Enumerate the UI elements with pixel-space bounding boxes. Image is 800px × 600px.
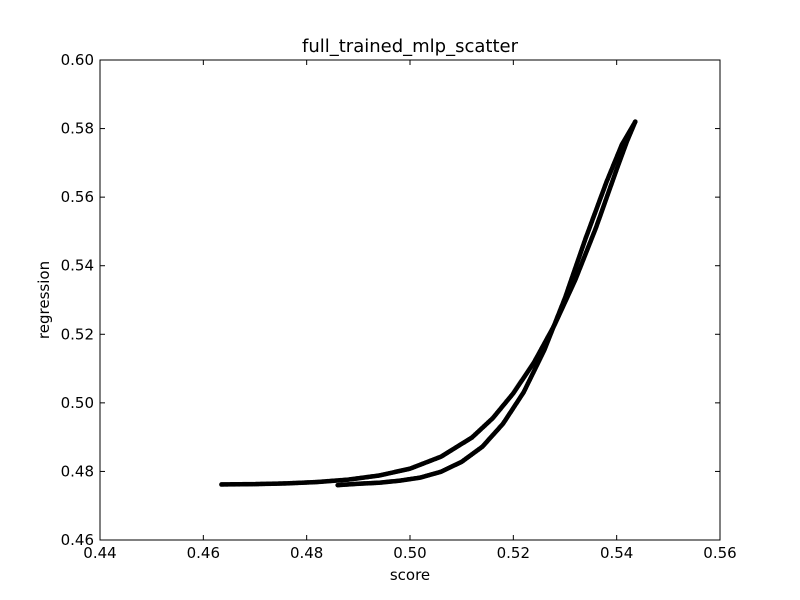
x-tick-label: 0.48 (290, 544, 323, 562)
y-axis-label: regression (35, 261, 53, 339)
x-tick-label: 0.52 (497, 544, 530, 562)
x-axis-label: score (390, 566, 430, 584)
y-tick-label: 0.60 (61, 51, 94, 69)
x-tick-label: 0.50 (393, 544, 426, 562)
x-tick-label: 0.44 (83, 544, 116, 562)
y-tick-label: 0.52 (61, 325, 94, 343)
y-tick-label: 0.58 (61, 120, 94, 138)
x-tick-label: 0.46 (187, 544, 220, 562)
plot-frame (99, 59, 721, 541)
chart-title: full_trained_mlp_scatter (302, 36, 519, 57)
tick-labels: 0.44 0.46 0.48 0.50 0.52 0.54 0.560.460.480.50… (61, 51, 737, 562)
data-points (219, 119, 638, 488)
y-tick-label: 0.56 (61, 188, 94, 206)
axis-ticks (99, 59, 721, 541)
y-tick-label: 0.48 (61, 462, 94, 480)
y-tick-label: 0.54 (61, 257, 94, 275)
x-tick-label: 0.56 (703, 544, 736, 562)
scatter-point (632, 119, 638, 125)
x-tick-label: 0.54 (600, 544, 633, 562)
y-tick-label: 0.50 (61, 394, 94, 412)
y-tick-label: 0.46 (61, 531, 94, 549)
plot-area: 0.44 0.46 0.48 0.50 0.52 0.54 0.560.460.480.50… (61, 51, 737, 562)
